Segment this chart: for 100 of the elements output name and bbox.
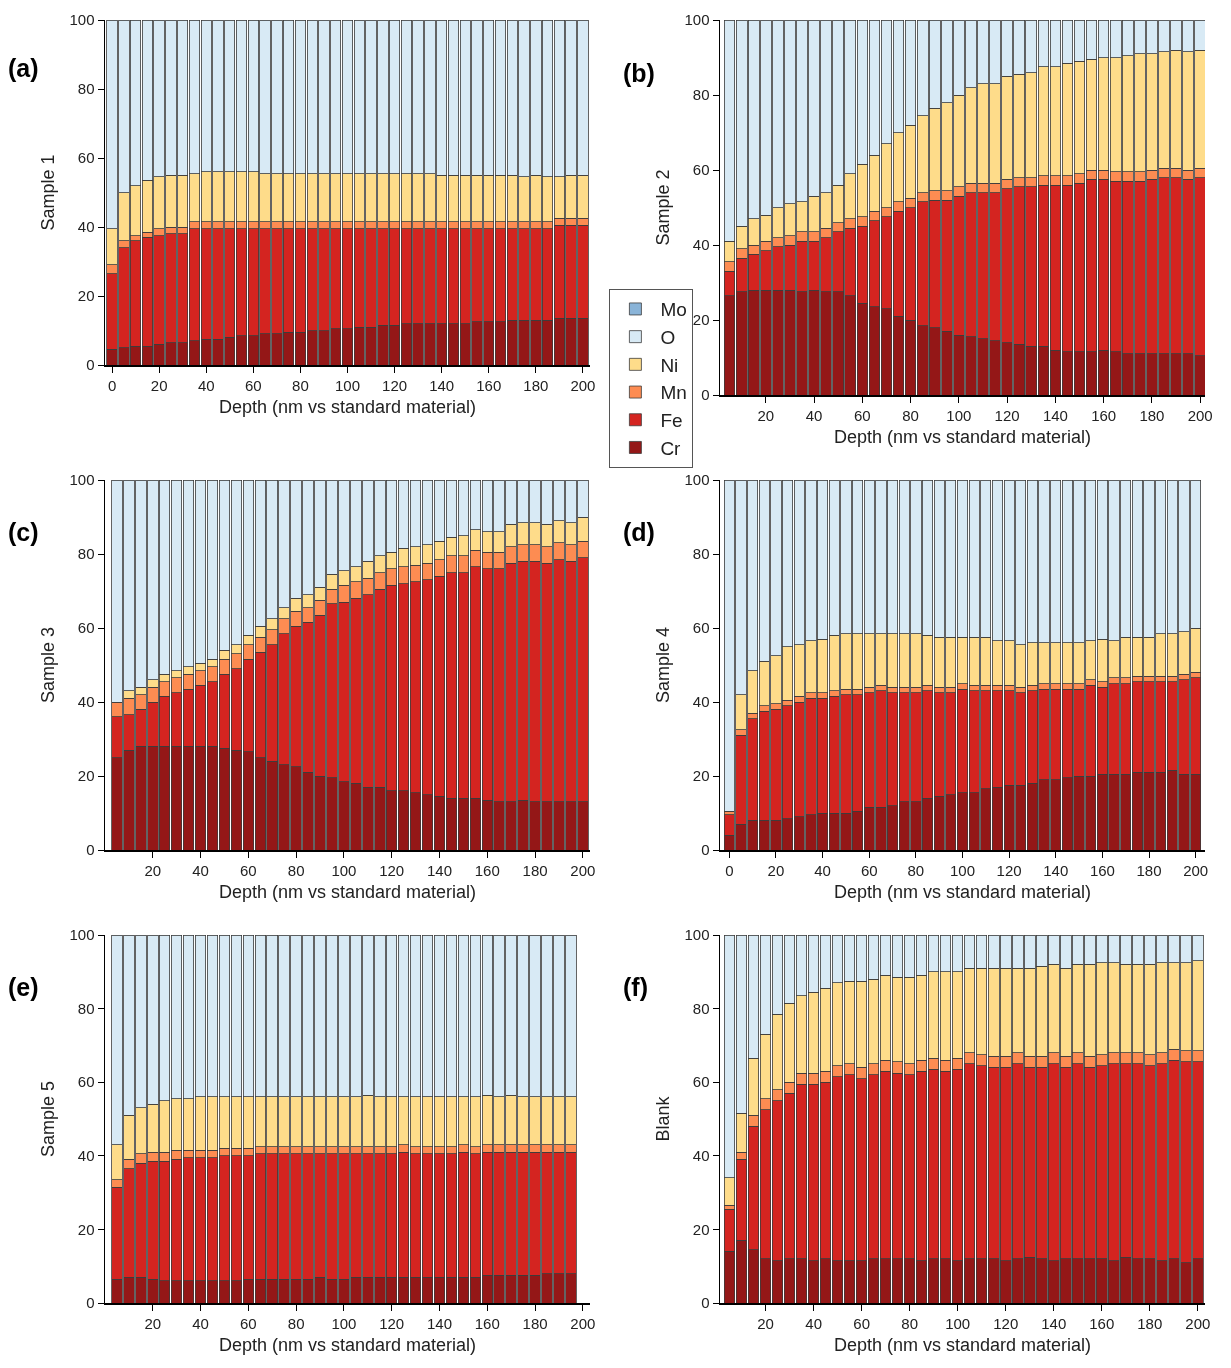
x-tick-label: 160 — [474, 1314, 500, 1332]
x-tick-label: 60 — [853, 1314, 870, 1332]
x-tick-label: 140 — [426, 861, 452, 879]
y-tick-label: 80 — [692, 999, 710, 1017]
x-tick-label: 120 — [994, 406, 1020, 424]
y-axis-title: Sample 5 — [37, 1080, 58, 1158]
x-tick-label: 20 — [150, 376, 168, 394]
y-tick-label: 80 — [692, 545, 710, 563]
y-tick-label: 60 — [692, 1073, 710, 1091]
x-tick-label: 160 — [474, 861, 500, 879]
x-tick-label: 20 — [144, 1314, 162, 1332]
y-tick-label: 40 — [692, 1147, 710, 1165]
x-tick-label: 180 — [1139, 406, 1165, 424]
legend-label: Cr — [660, 437, 682, 459]
y-tick-label: 20 — [77, 1220, 95, 1238]
x-axis-title: Depth (nm vs standard material) — [833, 882, 1092, 903]
y-tick-label: 60 — [77, 149, 95, 167]
x-tick-label: 40 — [192, 1314, 209, 1332]
x-tick-label: 80 — [292, 376, 309, 394]
x-tick-label: 20 — [757, 1314, 774, 1332]
x-tick-label: 40 — [814, 861, 831, 879]
y-tick-label: 100 — [684, 471, 710, 489]
text: (e) — [8, 973, 39, 1001]
y-tick-label: 100 — [69, 471, 95, 489]
y-tick-label: 20 — [77, 767, 95, 785]
y-tick-label: 60 — [692, 161, 710, 179]
x-tick-label: 60 — [244, 376, 262, 394]
text: (a) — [8, 54, 39, 82]
y-tick-label: 40 — [692, 693, 710, 711]
text: (c) — [8, 518, 39, 546]
x-tick-label: 120 — [382, 376, 408, 394]
x-tick-label: 20 — [757, 406, 775, 424]
y-tick-label: 60 — [77, 619, 95, 637]
x-tick-label: 40 — [192, 861, 209, 879]
y-tick-label: 60 — [692, 619, 710, 637]
legend-label: Mn — [660, 382, 687, 404]
x-tick-label: 140 — [1042, 406, 1068, 424]
y-axis-title: Sample 4 — [652, 626, 673, 704]
legend-label: Fe — [660, 410, 683, 432]
legend-label: O — [660, 327, 676, 349]
y-axis-title: Blank — [652, 1095, 673, 1142]
x-tick-label: 80 — [901, 1314, 919, 1332]
x-tick-label: 180 — [522, 1314, 548, 1332]
y-tick-label: 40 — [692, 236, 710, 254]
x-tick-label: 60 — [240, 1314, 257, 1332]
x-axis-title: Depth (nm vs standard material) — [218, 397, 477, 418]
x-tick-label: 100 — [331, 861, 357, 879]
x-tick-label: 80 — [287, 861, 305, 879]
x-tick-label: 120 — [379, 1314, 405, 1332]
x-axis-title: Depth (nm vs standard material) — [218, 1335, 477, 1356]
x-tick-label: 40 — [805, 1314, 822, 1332]
x-tick-label: 100 — [334, 376, 361, 394]
x-tick-label: 160 — [476, 376, 502, 394]
y-axis-title: Sample 2 — [652, 169, 673, 246]
y-tick-label: 0 — [86, 1294, 95, 1312]
y-tick-label: 20 — [692, 1220, 710, 1238]
x-tick-label: 80 — [907, 861, 925, 879]
x-tick-label: 140 — [1043, 861, 1069, 879]
x-tick-label: 180 — [522, 861, 548, 879]
y-tick-label: 100 — [684, 926, 710, 944]
x-tick-label: 60 — [854, 406, 871, 424]
x-tick-label: 200 — [1187, 406, 1213, 424]
y-tick-label: 0 — [86, 841, 95, 859]
x-tick-label: 40 — [197, 376, 215, 394]
x-tick-label: 80 — [287, 1314, 305, 1332]
x-tick-label: 0 — [725, 861, 734, 879]
y-tick-label: 40 — [77, 1147, 95, 1165]
x-axis-title: Depth (nm vs standard material) — [218, 882, 477, 903]
y-tick-label: 20 — [692, 767, 710, 785]
x-tick-label: 140 — [1041, 1314, 1067, 1332]
x-tick-label: 160 — [1089, 1314, 1115, 1332]
x-tick-label: 60 — [240, 861, 257, 879]
legend-label: Ni — [660, 354, 679, 376]
x-tick-label: 60 — [860, 861, 878, 879]
y-tick-label: 0 — [701, 1294, 710, 1312]
x-tick-label: 100 — [946, 406, 972, 424]
y-tick-label: 20 — [77, 287, 95, 305]
x-tick-label: 80 — [902, 406, 919, 424]
x-axis-title: Depth (nm vs standard material) — [833, 427, 1092, 448]
legend-label: Mo — [660, 299, 687, 321]
y-tick-label: 0 — [86, 356, 95, 374]
text: (d) — [623, 518, 655, 546]
x-tick-label: 120 — [993, 1314, 1019, 1332]
y-tick-label: 0 — [701, 841, 710, 859]
x-tick-label: 200 — [570, 376, 596, 394]
y-tick-label: 100 — [69, 926, 95, 944]
y-tick-label: 20 — [692, 311, 710, 329]
text: (b) — [623, 59, 655, 87]
x-tick-label: 160 — [1089, 861, 1115, 879]
x-tick-label: 20 — [144, 861, 162, 879]
text: (f) — [623, 973, 648, 1001]
x-tick-label: 180 — [1136, 861, 1162, 879]
x-tick-label: 0 — [107, 376, 117, 394]
x-tick-label: 200 — [570, 861, 596, 879]
y-tick-label: 80 — [77, 80, 95, 98]
x-tick-label: 200 — [1183, 861, 1209, 879]
y-tick-label: 80 — [692, 86, 710, 104]
x-tick-label: 20 — [767, 861, 785, 879]
y-tick-label: 80 — [77, 545, 95, 563]
x-tick-label: 100 — [331, 1314, 357, 1332]
